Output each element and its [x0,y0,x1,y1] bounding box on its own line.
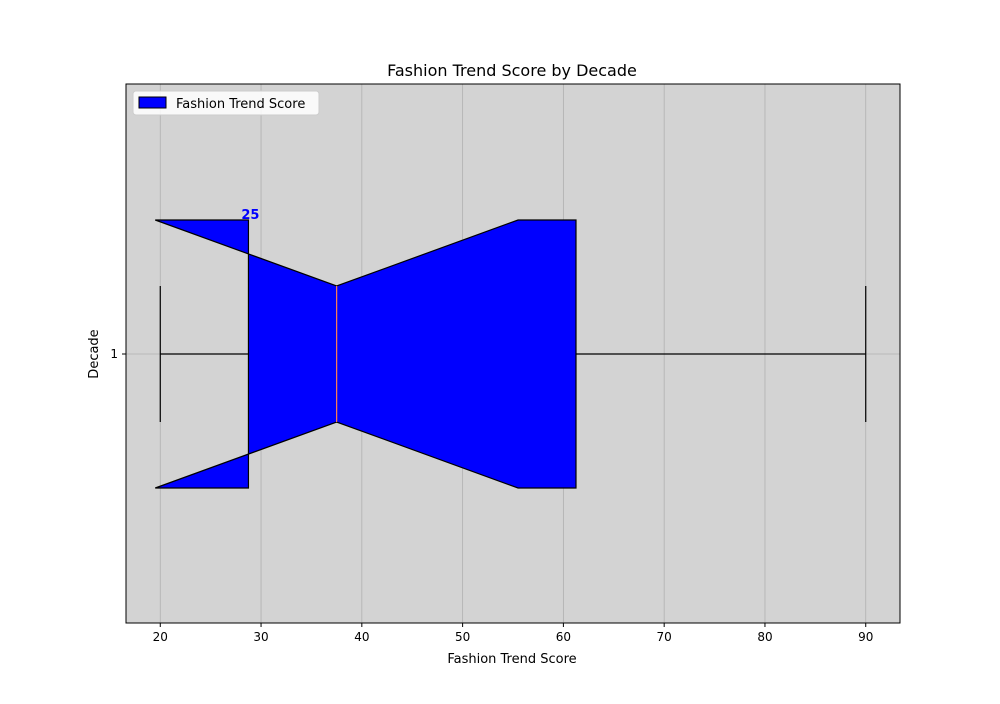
x-tick-label: 90 [858,630,873,644]
box-group: 25 [155,208,867,489]
x-axis-label: Fashion Trend Score [447,652,576,667]
axis-ticks: 20 30 40 50 60 70 80 90 1 [110,347,873,644]
x-tick-label: 70 [657,630,672,644]
y-axis-label: Decade [87,329,102,378]
x-tick-label: 80 [757,630,772,644]
legend-frame [132,90,320,116]
notched-box [155,219,577,489]
chart-title: Fashion Trend Score by Decade [387,61,637,80]
legend: Fashion Trend Score [132,90,320,116]
x-tick-label: 30 [253,630,268,644]
x-tick-label: 20 [153,630,168,644]
y-tick-label: 1 [110,347,118,361]
x-tick-label: 40 [354,630,369,644]
legend-swatch [138,96,167,109]
x-tick-label: 50 [455,630,470,644]
q1-annotation: 25 [241,208,259,223]
legend-label: Fashion Trend Score [176,97,305,112]
x-tick-label: 60 [556,630,571,644]
